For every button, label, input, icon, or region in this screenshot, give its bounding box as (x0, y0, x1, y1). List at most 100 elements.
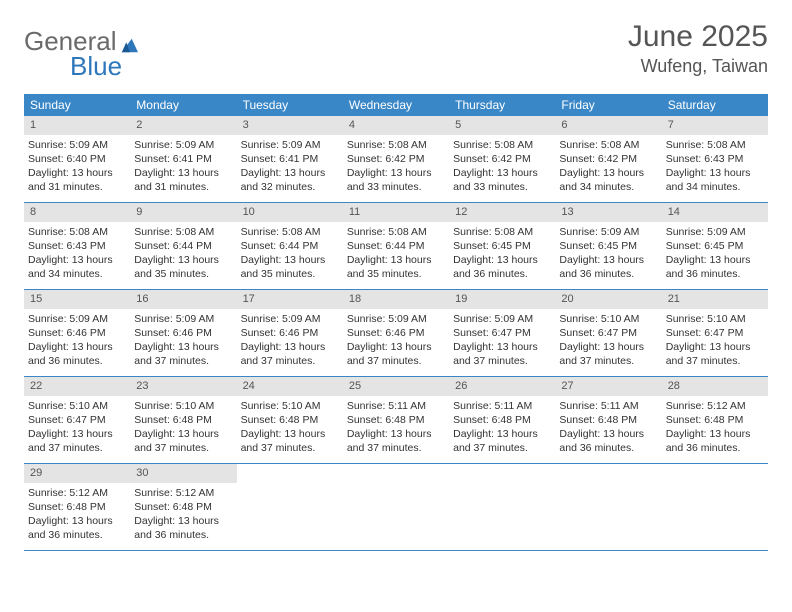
day-10: 10Sunrise: 5:08 AMSunset: 6:44 PMDayligh… (237, 203, 343, 289)
sunrise-line: Sunrise: 5:09 AM (241, 138, 339, 152)
sunrise-line: Sunrise: 5:09 AM (134, 138, 232, 152)
daylight-line: Daylight: 13 hours and 35 minutes. (241, 253, 339, 281)
sunset-line: Sunset: 6:40 PM (28, 152, 126, 166)
sunset-line: Sunset: 6:48 PM (453, 413, 551, 427)
sunset-line: Sunset: 6:46 PM (241, 326, 339, 340)
day-9: 9Sunrise: 5:08 AMSunset: 6:44 PMDaylight… (130, 203, 236, 289)
sunrise-line: Sunrise: 5:10 AM (666, 312, 764, 326)
empty-cell (449, 464, 555, 550)
day-number: 30 (130, 464, 236, 483)
calendar-week: 15Sunrise: 5:09 AMSunset: 6:46 PMDayligh… (24, 290, 768, 377)
sunrise-line: Sunrise: 5:11 AM (347, 399, 445, 413)
day-body: Sunrise: 5:09 AMSunset: 6:47 PMDaylight:… (449, 309, 555, 375)
day-body: Sunrise: 5:08 AMSunset: 6:44 PMDaylight:… (237, 222, 343, 288)
sunrise-line: Sunrise: 5:12 AM (134, 486, 232, 500)
day-number: 17 (237, 290, 343, 309)
daylight-line: Daylight: 13 hours and 37 minutes. (347, 340, 445, 368)
header: GeneralBlue June 2025 Wufeng, Taiwan (24, 20, 768, 82)
calendar-week: 1Sunrise: 5:09 AMSunset: 6:40 PMDaylight… (24, 116, 768, 203)
daylight-line: Daylight: 13 hours and 36 minutes. (666, 253, 764, 281)
day-12: 12Sunrise: 5:08 AMSunset: 6:45 PMDayligh… (449, 203, 555, 289)
day-number: 19 (449, 290, 555, 309)
sunset-line: Sunset: 6:48 PM (559, 413, 657, 427)
logo-text-blue: Blue (70, 51, 122, 82)
sunrise-line: Sunrise: 5:08 AM (453, 138, 551, 152)
day-number: 20 (555, 290, 661, 309)
sunrise-line: Sunrise: 5:09 AM (28, 312, 126, 326)
day-20: 20Sunrise: 5:10 AMSunset: 6:47 PMDayligh… (555, 290, 661, 376)
day-number: 10 (237, 203, 343, 222)
sunset-line: Sunset: 6:45 PM (666, 239, 764, 253)
daylight-line: Daylight: 13 hours and 36 minutes. (453, 253, 551, 281)
empty-cell (237, 464, 343, 550)
daylight-line: Daylight: 13 hours and 31 minutes. (134, 166, 232, 194)
sunrise-line: Sunrise: 5:08 AM (28, 225, 126, 239)
daylight-line: Daylight: 13 hours and 36 minutes. (28, 340, 126, 368)
day-number: 24 (237, 377, 343, 396)
sunset-line: Sunset: 6:41 PM (241, 152, 339, 166)
day-body: Sunrise: 5:09 AMSunset: 6:45 PMDaylight:… (662, 222, 768, 288)
day-23: 23Sunrise: 5:10 AMSunset: 6:48 PMDayligh… (130, 377, 236, 463)
location: Wufeng, Taiwan (628, 56, 768, 77)
day-body: Sunrise: 5:08 AMSunset: 6:45 PMDaylight:… (449, 222, 555, 288)
day-body: Sunrise: 5:09 AMSunset: 6:40 PMDaylight:… (24, 135, 130, 201)
sunrise-line: Sunrise: 5:09 AM (134, 312, 232, 326)
empty-cell (662, 464, 768, 550)
sunset-line: Sunset: 6:42 PM (453, 152, 551, 166)
day-16: 16Sunrise: 5:09 AMSunset: 6:46 PMDayligh… (130, 290, 236, 376)
daylight-line: Daylight: 13 hours and 37 minutes. (453, 427, 551, 455)
sunrise-line: Sunrise: 5:09 AM (666, 225, 764, 239)
sunset-line: Sunset: 6:45 PM (559, 239, 657, 253)
sunset-line: Sunset: 6:48 PM (347, 413, 445, 427)
day-body: Sunrise: 5:09 AMSunset: 6:41 PMDaylight:… (237, 135, 343, 201)
day-22: 22Sunrise: 5:10 AMSunset: 6:47 PMDayligh… (24, 377, 130, 463)
sunset-line: Sunset: 6:43 PM (666, 152, 764, 166)
sunset-line: Sunset: 6:48 PM (134, 500, 232, 514)
sunrise-line: Sunrise: 5:08 AM (453, 225, 551, 239)
day-number: 1 (24, 116, 130, 135)
calendar-week: 8Sunrise: 5:08 AMSunset: 6:43 PMDaylight… (24, 203, 768, 290)
sunset-line: Sunset: 6:43 PM (28, 239, 126, 253)
day-number: 6 (555, 116, 661, 135)
sunrise-line: Sunrise: 5:09 AM (347, 312, 445, 326)
daylight-line: Daylight: 13 hours and 32 minutes. (241, 166, 339, 194)
daylight-line: Daylight: 13 hours and 36 minutes. (134, 514, 232, 542)
sunrise-line: Sunrise: 5:08 AM (559, 138, 657, 152)
title-block: June 2025 Wufeng, Taiwan (628, 20, 768, 77)
daylight-line: Daylight: 13 hours and 33 minutes. (453, 166, 551, 194)
day-body: Sunrise: 5:10 AMSunset: 6:47 PMDaylight:… (662, 309, 768, 375)
sunrise-line: Sunrise: 5:08 AM (347, 225, 445, 239)
day-number: 8 (24, 203, 130, 222)
sunrise-line: Sunrise: 5:08 AM (241, 225, 339, 239)
day-body: Sunrise: 5:08 AMSunset: 6:42 PMDaylight:… (343, 135, 449, 201)
sunrise-line: Sunrise: 5:09 AM (28, 138, 126, 152)
calendar: SundayMondayTuesdayWednesdayThursdayFrid… (24, 94, 768, 551)
day-30: 30 Sunrise: 5:12 AMSunset: 6:48 PMDayligh… (130, 464, 236, 550)
sunset-line: Sunset: 6:44 PM (241, 239, 339, 253)
day-body: Sunrise: 5:12 AMSunset: 6:48 PMDaylight:… (662, 396, 768, 462)
day-number: 3 (237, 116, 343, 135)
day-19: 19Sunrise: 5:09 AMSunset: 6:47 PMDayligh… (449, 290, 555, 376)
day-body: Sunrise: 5:10 AMSunset: 6:48 PMDaylight:… (130, 396, 236, 462)
sunset-line: Sunset: 6:46 PM (134, 326, 232, 340)
day-28: 28Sunrise: 5:12 AMSunset: 6:48 PMDayligh… (662, 377, 768, 463)
day-body: Sunrise: 5:08 AMSunset: 6:43 PMDaylight:… (662, 135, 768, 201)
sunrise-line: Sunrise: 5:12 AM (28, 486, 126, 500)
daylight-line: Daylight: 13 hours and 37 minutes. (559, 340, 657, 368)
day-1: 1Sunrise: 5:09 AMSunset: 6:40 PMDaylight… (24, 116, 130, 202)
dow-friday: Friday (555, 94, 661, 116)
daylight-line: Daylight: 13 hours and 31 minutes. (28, 166, 126, 194)
sunset-line: Sunset: 6:48 PM (666, 413, 764, 427)
day-number: 27 (555, 377, 661, 396)
day-number: 29 (24, 464, 130, 483)
day-number: 28 (662, 377, 768, 396)
day-number: 4 (343, 116, 449, 135)
sunset-line: Sunset: 6:41 PM (134, 152, 232, 166)
day-body: Sunrise: 5:08 AMSunset: 6:42 PMDaylight:… (449, 135, 555, 201)
day-17: 17Sunrise: 5:09 AMSunset: 6:46 PMDayligh… (237, 290, 343, 376)
calendar-week: 29Sunrise: 5:12 AMSunset: 6:48 PMDayligh… (24, 464, 768, 551)
dow-thursday: Thursday (449, 94, 555, 116)
day-body: Sunrise: 5:09 AMSunset: 6:46 PMDaylight:… (24, 309, 130, 375)
day-body: Sunrise: 5:09 AMSunset: 6:46 PMDaylight:… (130, 309, 236, 375)
daylight-line: Daylight: 13 hours and 37 minutes. (134, 427, 232, 455)
